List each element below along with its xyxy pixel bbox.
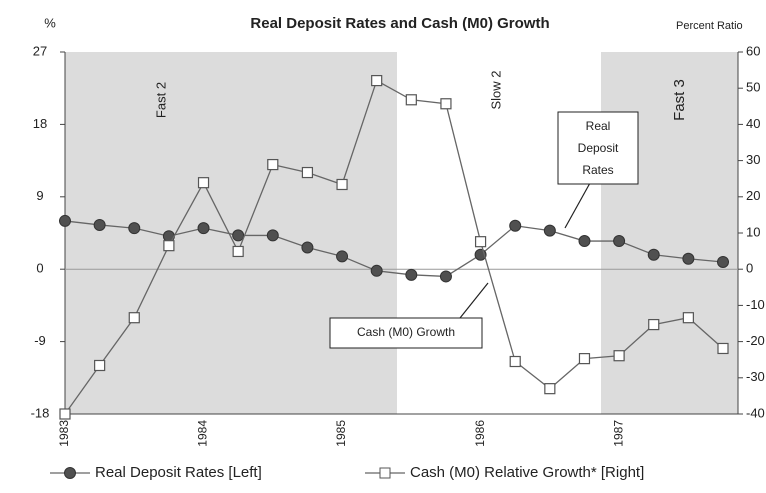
legend-label: Real Deposit Rates [Left] [95, 464, 262, 481]
point [509, 219, 522, 232]
point [162, 230, 175, 243]
y2-axis-label: Percent Ratio [676, 20, 743, 32]
y-tick-label: 27 [33, 43, 47, 58]
point [440, 98, 452, 110]
point [232, 245, 244, 258]
y2-tick-label: -20 [746, 333, 765, 348]
point [405, 268, 418, 281]
region-label: Fast 2 [153, 82, 168, 118]
point [682, 252, 695, 265]
point [197, 177, 210, 189]
callout-text: Rates [582, 163, 613, 177]
point [439, 270, 452, 283]
region-label: Slow 2 [488, 70, 503, 109]
point [509, 355, 521, 368]
point [474, 236, 487, 248]
y-axis-label: % [44, 15, 56, 30]
point [371, 74, 383, 87]
point [163, 240, 175, 252]
point [578, 353, 591, 365]
y2-tick-label: 0 [746, 261, 753, 276]
x-tick-label: 1985 [334, 420, 348, 447]
point [717, 342, 729, 355]
point [648, 318, 660, 331]
point [232, 229, 245, 242]
point [682, 312, 694, 324]
point [197, 222, 210, 235]
x-tick-label: 1987 [611, 420, 625, 447]
point [613, 235, 626, 248]
y2-tick-label: -10 [746, 297, 765, 312]
x-tick-label: 1986 [473, 420, 487, 447]
region-label: Fast 3 [671, 79, 688, 121]
x-tick-label: 1984 [196, 420, 210, 447]
point [128, 312, 140, 324]
y2-tick-label: 30 [746, 152, 760, 167]
y2-tick-label: 20 [746, 188, 760, 203]
point [544, 383, 556, 395]
point [301, 241, 314, 254]
y-tick-label: 0 [36, 261, 43, 276]
point [128, 222, 141, 235]
point [59, 408, 71, 420]
legend-marker [64, 467, 76, 479]
y-tick-label: -18 [31, 405, 50, 420]
point [405, 94, 417, 106]
y2-tick-label: -40 [746, 405, 765, 420]
chart-title: Real Deposit Rates and Cash (M0) Growth [250, 15, 549, 32]
y2-tick-label: 40 [746, 116, 760, 131]
point [336, 178, 348, 191]
callout-pointer [459, 282, 489, 319]
callout-text: Real [586, 119, 611, 133]
legend-label: Cash (M0) Relative Growth* [Right] [410, 464, 644, 481]
point [578, 235, 591, 248]
x-tick-label: 1983 [57, 420, 71, 447]
callout-box [557, 111, 639, 185]
point [717, 255, 729, 268]
callout-box [329, 317, 483, 349]
point [59, 214, 71, 227]
callout-pointer [564, 182, 591, 229]
y-tick-label: 9 [36, 188, 43, 203]
y-tick-label: -9 [34, 333, 46, 348]
point [93, 218, 106, 231]
point [301, 166, 314, 179]
callout-text: Deposit [578, 141, 619, 155]
point [370, 264, 383, 277]
point [336, 250, 349, 263]
series-line [64, 79, 724, 415]
point [266, 229, 279, 242]
shaded-period [65, 52, 397, 414]
y2-tick-label: 50 [746, 80, 760, 95]
y2-tick-label: -30 [746, 369, 765, 384]
point [94, 359, 106, 372]
callout-text: Cash (M0) Growth [357, 325, 455, 339]
point [543, 224, 556, 237]
point [613, 350, 625, 362]
y2-tick-label: 10 [746, 224, 760, 239]
y-tick-label: 18 [33, 116, 47, 131]
y2-tick-label: 60 [746, 43, 760, 58]
point [267, 158, 279, 171]
point [647, 248, 660, 261]
legend-marker [379, 467, 391, 479]
